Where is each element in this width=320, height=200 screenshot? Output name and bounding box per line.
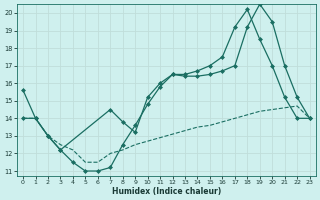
X-axis label: Humidex (Indice chaleur): Humidex (Indice chaleur) xyxy=(112,187,221,196)
